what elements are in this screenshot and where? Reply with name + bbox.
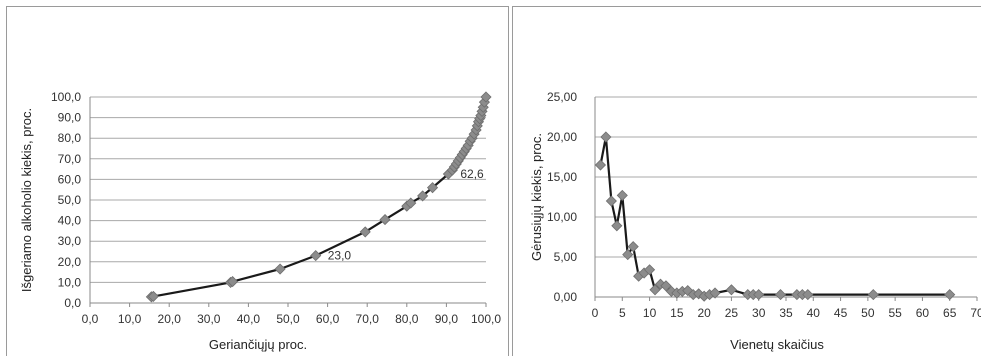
y-tick-label: 40,0 <box>58 214 82 228</box>
x-tick-label: 10,0 <box>118 312 142 326</box>
y-tick-label: 10,00 <box>547 210 577 224</box>
y-tick-label: 90,0 <box>58 111 82 125</box>
x-tick-label: 30 <box>752 306 766 320</box>
data-point <box>644 264 656 276</box>
x-tick-label: 60 <box>916 306 930 320</box>
x-tick-label: 50 <box>861 306 875 320</box>
x-tick-label: 70,0 <box>356 312 380 326</box>
data-point <box>944 289 956 301</box>
data-point <box>226 276 239 288</box>
data-point <box>802 289 814 301</box>
x-tick-label: 50,0 <box>276 312 300 326</box>
chart-left: 0,0 10,0 20,0 30,0 40,0 50,0 60,0 70,0 80,0 90,0 1… <box>19 90 501 352</box>
x-tick-label: 40 <box>807 306 821 320</box>
chart-panel-left: 0,0 10,0 20,0 30,0 40,0 50,0 60,0 70,0 80,0 90,0 1… <box>6 6 509 356</box>
data-point <box>310 250 322 262</box>
x-tick-label: 20,0 <box>158 312 182 326</box>
x-tick-label: 55 <box>888 306 902 320</box>
data-point <box>725 284 737 296</box>
data-point <box>627 241 639 253</box>
data-point <box>605 195 617 207</box>
y-tick-label: 100,0 <box>51 90 81 104</box>
y-axis-label: Gėrusiųjų kiekis, proc. <box>529 133 544 261</box>
data-point <box>594 159 607 171</box>
data-point <box>359 226 371 238</box>
y-tick-label: 20,00 <box>547 130 577 144</box>
x-tick-label: 0,0 <box>82 312 99 326</box>
y-tick-label: 0,0 <box>64 296 81 310</box>
x-tick-label: 25 <box>725 306 739 320</box>
x-tick-label: 5 <box>619 306 626 320</box>
x-tick-label: 60,0 <box>316 312 340 326</box>
y-tick-label: 80,0 <box>58 131 82 145</box>
data-point <box>660 280 672 292</box>
data-point <box>274 263 286 275</box>
y-tick-label: 10,0 <box>58 275 82 289</box>
data-point <box>611 220 623 232</box>
y-tick-label: 0,00 <box>554 290 578 304</box>
data-point <box>417 190 429 202</box>
data-label: 62,6 <box>460 167 484 181</box>
series-line <box>151 96 488 298</box>
data-point <box>480 91 492 103</box>
data-point <box>649 284 661 296</box>
y-axis-label: Išgeriamo alkoholio kiekis, proc. <box>19 108 34 292</box>
y-tick-label: 60,0 <box>58 172 82 186</box>
x-tick-label: 90,0 <box>435 312 459 326</box>
x-tick-label: 20 <box>697 306 711 320</box>
x-tick-label: 35 <box>779 306 793 320</box>
data-point <box>379 214 391 226</box>
x-tick-label: 30,0 <box>197 312 221 326</box>
x-tick-label: 80,0 <box>395 312 419 326</box>
chart-right: 0,00 5,00 10,00 15,00 20,00 25,00 0 5 10 15 20 25 30… <box>529 90 981 352</box>
data-point <box>616 189 628 201</box>
x-axis-label: Vienetų skaičius <box>730 337 824 352</box>
x-tick-label: 100,0 <box>471 312 501 326</box>
y-tick-label: 20,0 <box>58 255 82 269</box>
x-tick-label: 45 <box>834 306 848 320</box>
y-tick-label: 5,00 <box>554 250 578 264</box>
x-tick-label: 65 <box>943 306 957 320</box>
data-point <box>753 289 765 301</box>
x-tick-label: 40,0 <box>237 312 261 326</box>
data-point <box>867 289 879 301</box>
chart-panel-right: 0,00 5,00 10,00 15,00 20,00 25,00 0 5 10 15 20 25 30… <box>512 6 981 356</box>
data-point <box>600 131 612 143</box>
x-tick-label: 10 <box>643 306 657 320</box>
x-tick-label: 15 <box>670 306 684 320</box>
data-point <box>147 290 159 302</box>
data-point <box>709 287 721 299</box>
x-axis-label: Geriančiųjų proc. <box>209 337 307 352</box>
y-tick-label: 50,0 <box>58 193 82 207</box>
x-tick-label: 70 <box>970 306 981 320</box>
data-point <box>405 197 417 209</box>
y-tick-label: 70,0 <box>58 152 82 166</box>
x-tick-label: 0 <box>592 306 599 320</box>
data-label: 23,0 <box>328 249 352 263</box>
y-tick-label: 25,00 <box>547 90 577 104</box>
y-tick-label: 30,0 <box>58 234 82 248</box>
y-tick-label: 15,00 <box>547 170 577 184</box>
data-point <box>426 182 439 194</box>
data-point <box>774 289 787 301</box>
data-point <box>622 249 634 261</box>
